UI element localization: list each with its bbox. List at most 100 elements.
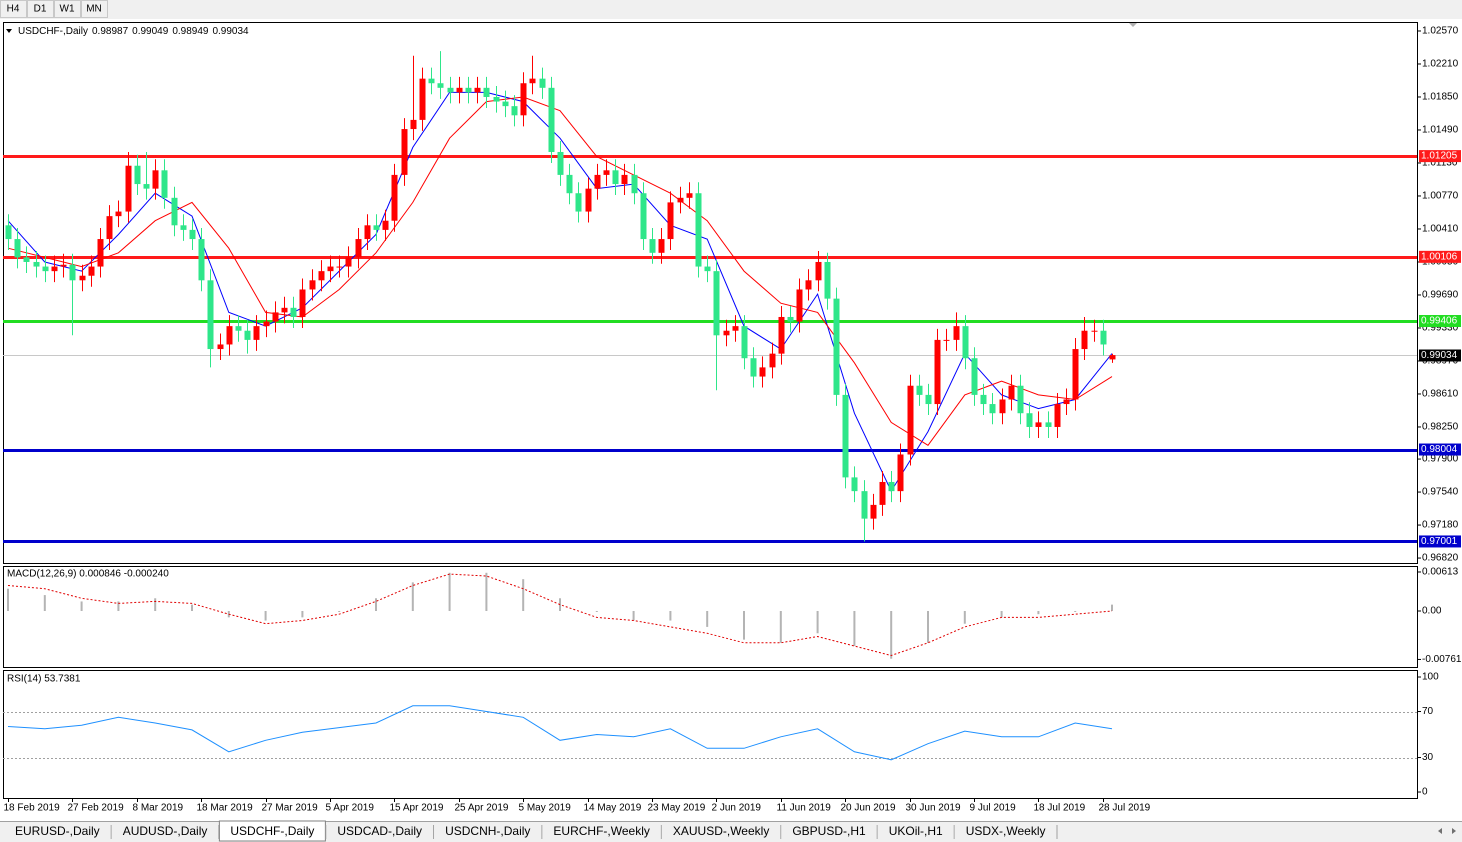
candle-body: [171, 197, 178, 226]
x-tick-label: 18 Feb 2019: [4, 803, 61, 814]
candle-body: [189, 229, 196, 240]
candle-body: [1017, 385, 1024, 414]
candle-body: [594, 174, 601, 189]
timeframe-button[interactable]: [81, 0, 108, 18]
timeframe-button[interactable]: [54, 0, 81, 18]
timeframe-label[interactable]: W1: [60, 4, 75, 15]
tab[interactable]: [542, 823, 661, 840]
x-tick-label: 23 May 2019: [648, 803, 706, 814]
timeframe-label[interactable]: MN: [86, 4, 102, 15]
moving-average: [7, 91, 1113, 493]
tab-label[interactable]: USDCAD-,Daily: [337, 824, 422, 838]
macd-histogram-bar: [1074, 610, 1077, 612]
x-tick-label: 2 Jun 2019: [712, 803, 762, 814]
candle-body: [14, 239, 21, 258]
chart-window: [0, 19, 1462, 821]
tab[interactable]: [954, 823, 1057, 840]
candle-body: [732, 326, 739, 331]
candle-body: [778, 316, 785, 354]
candle-body: [1008, 385, 1015, 400]
y-tick-label: 0.00613: [1422, 567, 1459, 578]
tab[interactable]: [111, 823, 219, 840]
y-tick-label: 0: [1422, 787, 1428, 798]
tab-label[interactable]: USDX-,Weekly: [966, 824, 1046, 838]
moving-average: [7, 96, 1113, 446]
scroll-left[interactable]: [1438, 828, 1442, 834]
tab-label[interactable]: EURUSD-,Daily: [15, 824, 100, 838]
tab[interactable]: [781, 823, 877, 840]
tab-label[interactable]: AUDUSD-,Daily: [123, 824, 208, 838]
candle-body: [925, 394, 932, 405]
y-tick-label: 1.01850: [1422, 92, 1459, 103]
timeframe-button[interactable]: [27, 0, 54, 18]
rsi-line: [7, 705, 1113, 761]
candle-body: [999, 399, 1006, 414]
candle-body: [529, 78, 536, 84]
candle-body: [143, 184, 150, 189]
macd-histogram-bar: [522, 579, 525, 611]
level-tag: [1419, 535, 1461, 548]
y-tick-label: 1.01490: [1422, 125, 1459, 136]
candle-body: [253, 326, 260, 340]
tab-label[interactable]: XAUUSD-,Weekly: [673, 824, 769, 838]
tab[interactable]: [877, 823, 954, 840]
tab-label[interactable]: USDCHF-,Daily: [230, 824, 314, 838]
tab[interactable]: [326, 823, 434, 840]
candle-body: [217, 344, 224, 350]
x-tick-label: 8 Mar 2019: [133, 803, 184, 814]
candle-body: [125, 165, 132, 212]
x-tick-label: 20 Jun 2019: [841, 803, 896, 814]
macd-header: MACD(12,26,9) 0.000846 -0.000240: [7, 569, 169, 580]
candle-body: [575, 193, 582, 212]
macd-histogram-bar: [595, 610, 598, 612]
timeframe-label[interactable]: H4: [7, 4, 20, 15]
tab-label[interactable]: GBPUSD-,H1: [792, 824, 866, 838]
candle-body: [465, 87, 472, 93]
candle-body: [805, 280, 812, 290]
candle-body: [419, 78, 426, 120]
candle-body: [621, 174, 628, 185]
tab-label[interactable]: EURCHF-,Weekly: [553, 824, 649, 838]
timeframe-button[interactable]: [0, 0, 27, 18]
tab[interactable]: [661, 823, 781, 840]
candle-body: [290, 307, 297, 317]
y-tick-label: 1.00410: [1422, 224, 1459, 235]
y-tick-label: 0.96820: [1422, 553, 1459, 564]
macd-histogram-bar: [1037, 610, 1040, 615]
x-tick-label: 18 Jul 2019: [1034, 803, 1086, 814]
macd-histogram-bar: [706, 610, 709, 627]
candle-body: [1026, 413, 1033, 427]
candle-body: [787, 316, 794, 322]
tab-label[interactable]: USDCNH-,Daily: [445, 824, 530, 838]
macd-histogram-bar: [80, 601, 83, 611]
candle-body: [483, 87, 490, 97]
candle-body: [1109, 355, 1116, 360]
ohlc-high: 0.99049: [132, 26, 169, 37]
macd-histogram-bar: [301, 610, 304, 618]
candle-body: [327, 266, 334, 272]
macd-histogram-bar: [117, 601, 120, 611]
x-tick-label: 18 Mar 2019: [197, 803, 254, 814]
tab[interactable]: [4, 823, 111, 840]
candle-body: [42, 266, 49, 272]
candle-body: [851, 477, 858, 492]
candle-body: [382, 220, 389, 230]
scroll-right[interactable]: [1452, 828, 1456, 834]
x-tick-label: 15 Apr 2019: [390, 803, 444, 814]
macd-histogram-bar: [853, 610, 856, 646]
tab[interactable]: [434, 823, 542, 840]
candle-body: [511, 106, 518, 116]
candle-body: [741, 326, 748, 359]
level-tag: [1419, 250, 1461, 263]
candle-body: [207, 280, 214, 350]
candle-body: [474, 87, 481, 93]
candle-body: [5, 225, 12, 240]
y-tick-label: 1.01130: [1422, 158, 1458, 169]
tab-label[interactable]: UKOil-,H1: [889, 824, 943, 838]
timeframe-label[interactable]: D1: [34, 4, 47, 15]
candle-body: [272, 312, 279, 322]
candle-body: [989, 404, 996, 414]
candle-body: [677, 197, 684, 203]
y-tick-label: 70: [1422, 706, 1434, 717]
pane-frame: [3, 566, 1418, 668]
